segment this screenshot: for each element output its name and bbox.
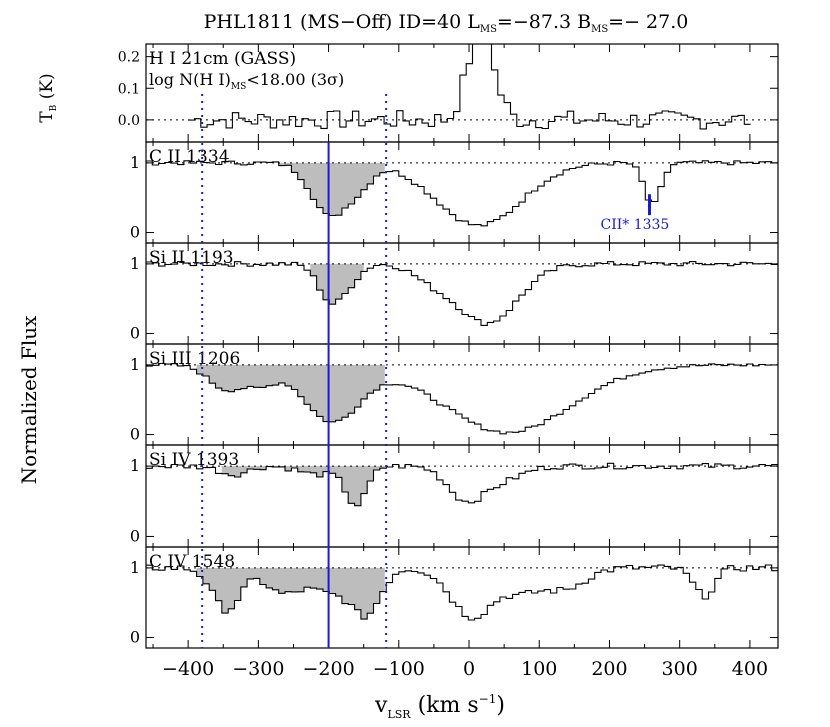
panel-si-iv: Si IV 1393 1 0: [130, 444, 779, 548]
y-tick-label: 0.1: [118, 81, 140, 97]
y-tick-label: 0: [130, 425, 140, 444]
spectrum-line: [188, 44, 751, 130]
marker-label-cii-star: CII* 1335: [600, 217, 669, 233]
shaded-absorption: [310, 263, 364, 305]
shaded-absorption: [196, 567, 385, 620]
x-tick-label: −400: [162, 658, 214, 680]
x-tick-label: 200: [591, 658, 627, 680]
panel-note-hi: log N(H I)MS<18.00 (3σ): [149, 70, 344, 92]
shaded-absorption: [221, 466, 385, 506]
y-tick-label: 0: [130, 526, 140, 545]
y-tick-label: 0: [130, 223, 140, 242]
panel-frame: [145, 546, 779, 649]
panel-si-iii: Si III 1206 1 0: [130, 343, 779, 446]
spectrum-line: [146, 362, 778, 435]
figure-title: PHL1811 (MS−Off) ID=40 LMS=−87.3 BMS=− 2…: [204, 11, 689, 35]
x-axis-label: vLSR (km s−1): [374, 692, 505, 721]
x-tick-label: 400: [732, 658, 768, 680]
y-tick-label: 1: [130, 558, 140, 577]
x-tick-label: −200: [302, 658, 354, 680]
x-tick-label: 300: [662, 658, 698, 680]
panel-label-si-ii: Si II 1193: [149, 248, 234, 268]
y-tick-label: 0: [130, 324, 140, 343]
y-axis-label: Normalized Flux: [17, 315, 41, 484]
panel-frame: [145, 343, 779, 446]
panel-label-hi: H I 21cm (GASS): [149, 49, 296, 69]
shaded-absorption: [196, 364, 385, 422]
top-panel-y-label: TB (K): [37, 73, 59, 122]
panel-c-ii: C II 1334 CII* 1335 1 0: [130, 141, 779, 244]
x-tick-label: 0: [463, 658, 475, 680]
panel-frame: [145, 141, 779, 244]
y-tick-label: 0.2: [118, 50, 140, 66]
y-tick-label: 1: [130, 153, 140, 172]
y-tick-label: 0: [130, 628, 140, 647]
x-tick-label: 100: [521, 658, 557, 680]
spectrum-line: [146, 160, 778, 227]
x-tick-labels: −400 −300 −200 −100 0 100 200 300 400: [162, 658, 768, 680]
y-tick-label: 1: [130, 456, 140, 475]
y-tick-label: 1: [130, 355, 140, 374]
x-tick-label: −100: [373, 658, 425, 680]
y-tick-label: 0.0: [118, 113, 140, 129]
panel-frame: [145, 444, 779, 548]
y-tick-label: 1: [130, 254, 140, 273]
panel-frame: [145, 242, 779, 345]
panel-c-iv: C IV 1548 1 0: [130, 546, 779, 649]
spectrum-line: [146, 564, 778, 621]
spectrum-line: [146, 260, 778, 326]
panel-si-ii: Si II 1193 1 0: [130, 242, 779, 345]
reference-lines: [201, 94, 388, 648]
x-tick-label: −300: [232, 658, 284, 680]
spectrum-line: [146, 462, 778, 507]
